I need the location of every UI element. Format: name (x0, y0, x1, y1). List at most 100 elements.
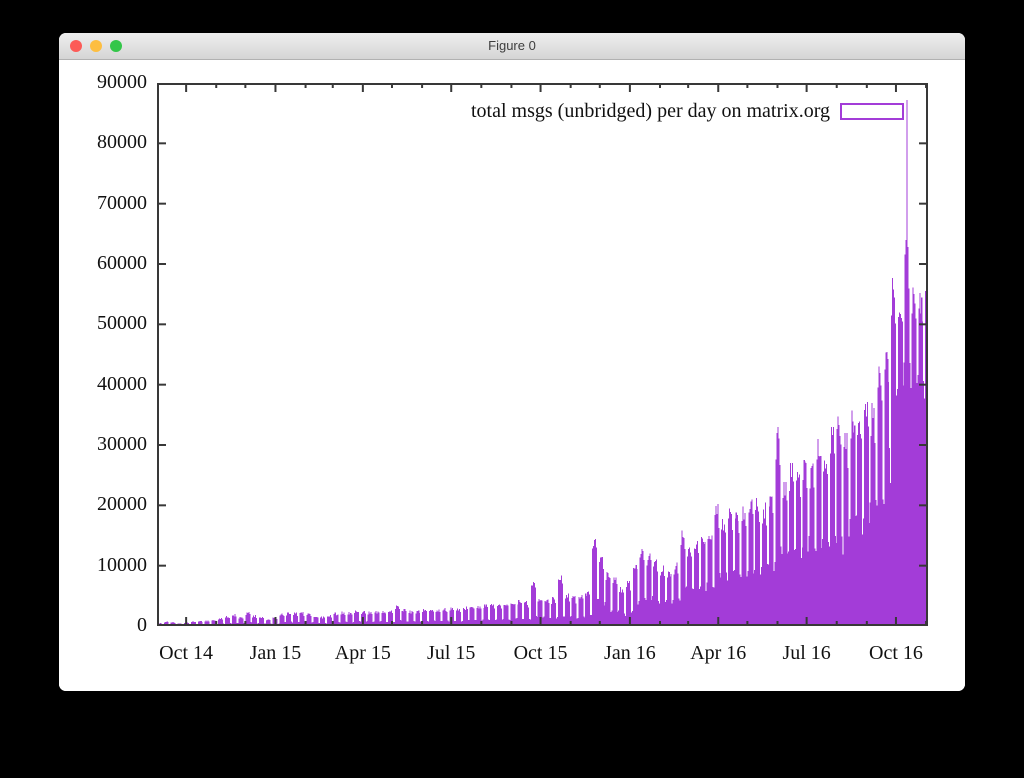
bar (376, 613, 378, 626)
bar (289, 614, 291, 626)
bar (596, 598, 598, 626)
bar (484, 604, 486, 626)
minimize-button[interactable] (90, 40, 102, 52)
bar (475, 619, 477, 626)
bar (886, 351, 888, 626)
bar (861, 534, 864, 626)
zoom-button[interactable] (110, 40, 122, 52)
bar (546, 599, 548, 626)
bar (199, 621, 201, 626)
bar (464, 610, 466, 626)
bar (238, 618, 240, 626)
bar (682, 536, 684, 626)
bar (487, 606, 489, 626)
bar (220, 619, 222, 626)
bar (288, 612, 290, 626)
bar (482, 619, 484, 626)
bar (443, 609, 445, 626)
bar (467, 620, 469, 626)
bar (780, 546, 782, 626)
bar (792, 463, 794, 626)
bar (871, 402, 873, 626)
bar (811, 466, 813, 626)
bar (391, 610, 393, 626)
bar (914, 303, 916, 626)
y-tick-label: 50000 (97, 312, 147, 335)
bar (645, 599, 647, 626)
bar (531, 585, 533, 626)
bar (281, 613, 283, 626)
bar (375, 610, 377, 626)
bar (588, 591, 590, 626)
bar (733, 570, 735, 626)
bar (491, 604, 493, 626)
bar (558, 579, 560, 626)
bar (758, 511, 760, 626)
bar (828, 546, 830, 626)
bar (794, 549, 797, 626)
bar (214, 620, 216, 626)
bar (371, 614, 373, 626)
bar (450, 607, 452, 626)
bar (865, 416, 867, 626)
bar (813, 487, 815, 626)
bar (626, 587, 628, 626)
bar (235, 616, 237, 626)
bar (714, 515, 716, 626)
bar (206, 621, 208, 626)
bar (470, 606, 472, 626)
bar (494, 620, 496, 626)
bar (480, 608, 482, 626)
bar (418, 610, 420, 626)
bar (718, 527, 720, 626)
bar (242, 618, 244, 626)
bar (822, 538, 824, 626)
bar (429, 610, 431, 626)
bar (483, 608, 485, 626)
bar (920, 313, 922, 626)
bar (393, 621, 395, 626)
bar (728, 508, 730, 626)
bar (731, 529, 733, 626)
bar (698, 588, 700, 626)
bar (803, 459, 805, 626)
bar (358, 612, 360, 626)
bar (777, 426, 779, 626)
bar (782, 498, 784, 626)
bar-series (157, 99, 928, 626)
bar (827, 473, 829, 626)
bar (303, 615, 305, 626)
x-tick-label: Apr 16 (690, 642, 747, 664)
bar (478, 608, 480, 626)
bar (592, 548, 594, 626)
bar (537, 601, 539, 626)
bar (753, 573, 755, 626)
bar (660, 572, 663, 626)
bar (452, 608, 454, 626)
bar (231, 615, 233, 626)
bar (689, 547, 691, 626)
bar (840, 444, 842, 626)
close-button[interactable] (70, 40, 82, 52)
bar (247, 612, 249, 626)
bar (699, 586, 701, 626)
bar (225, 616, 227, 626)
bar (532, 581, 534, 626)
figure-canvas: 0 10000 20000 30000 40000 50000 60000 70000 8000… (59, 60, 965, 691)
bar (267, 619, 269, 626)
bar (919, 292, 921, 626)
bar (490, 604, 492, 626)
bar (874, 442, 876, 626)
bar (748, 512, 750, 626)
bar (350, 613, 352, 626)
bar (727, 518, 730, 626)
bar (853, 432, 855, 626)
window-titlebar[interactable]: Figure 0 (59, 33, 965, 60)
bar (709, 538, 711, 626)
bar (642, 550, 644, 626)
bar (685, 587, 687, 626)
bar (668, 571, 670, 626)
bar (513, 604, 515, 626)
bar (847, 468, 849, 626)
bar (309, 614, 311, 626)
